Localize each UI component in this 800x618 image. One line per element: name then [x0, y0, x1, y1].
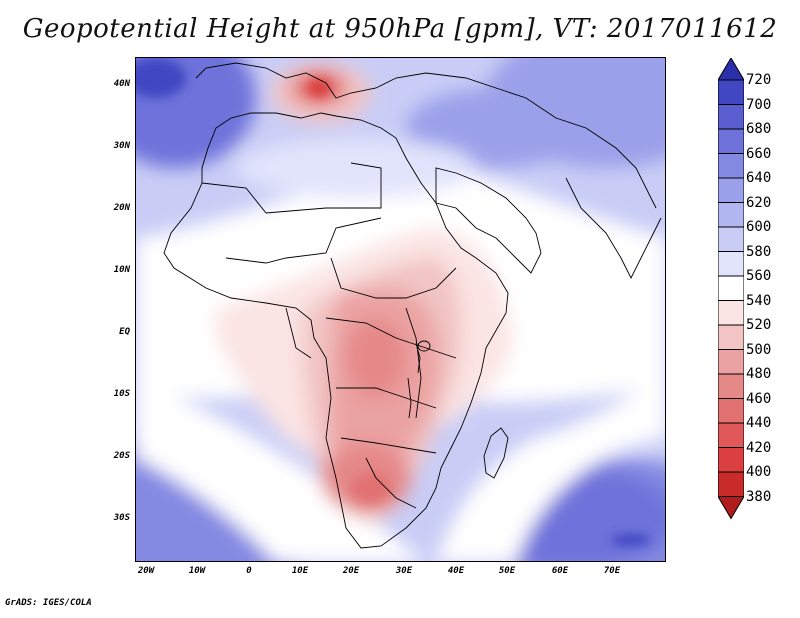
colorbar-label: 700: [746, 96, 772, 113]
x-axis-label: 20W: [137, 566, 155, 576]
colorbar-label: 680: [746, 121, 772, 137]
colorbar-bottom-arrow: [718, 496, 744, 520]
colorbar-segment: [718, 300, 744, 326]
colorbar-label: 580: [746, 243, 772, 260]
colorbar-segment: [718, 398, 744, 424]
colorbar-label: 600: [746, 219, 772, 235]
colorbar-label: 720: [746, 72, 772, 88]
colorbar-segment: [718, 447, 744, 473]
colorbar-segment: [718, 226, 744, 252]
colorbar-segment: [718, 349, 744, 375]
x-axis-label: 30E: [395, 566, 413, 576]
x-axis-label: 20E: [342, 566, 360, 576]
x-axis-label: 70E: [603, 566, 621, 576]
colorbar-label: 460: [746, 390, 772, 407]
x-axis-label: 10W: [188, 566, 206, 576]
colorbar-segment: [718, 104, 744, 130]
chart-title: Geopotential Height at 950hPa [gpm], VT:…: [22, 14, 778, 44]
colorbar-segment: [718, 202, 744, 228]
colorbar-label: 400: [746, 464, 772, 480]
colorbar-segment: [718, 79, 744, 105]
x-axis-label: 0: [246, 566, 252, 576]
y-axis-label: 40N: [113, 79, 130, 89]
colorbar-segment: [718, 471, 744, 497]
colorbar-segment: [718, 324, 744, 350]
colorbar-label: 660: [746, 145, 772, 162]
colorbar: [718, 58, 744, 520]
credit-text: GrADS: IGES/COLA: [5, 598, 92, 608]
colorbar-label: 500: [746, 341, 772, 358]
colorbar-label: 420: [746, 439, 772, 456]
x-axis-label: 60E: [551, 566, 569, 576]
y-axis-label: EQ: [119, 327, 130, 337]
colorbar-segment: [718, 153, 744, 179]
colorbar-label: 540: [746, 292, 772, 309]
colorbar-label: 560: [746, 268, 772, 284]
y-axis-label: 30N: [113, 141, 130, 151]
colorbar-top-arrow: [718, 58, 744, 81]
colorbar-segment: [718, 422, 744, 448]
colorbar-label: 380: [746, 488, 772, 505]
y-axis-label: 10S: [113, 389, 130, 399]
x-axis-label: 10E: [291, 566, 309, 576]
y-axis-label: 20N: [113, 203, 130, 213]
colorbar-segment: [718, 251, 744, 277]
colorbar-label: 440: [746, 415, 772, 431]
y-axis-label: 30S: [113, 513, 130, 523]
x-axis-label: 50E: [498, 566, 516, 576]
x-axis-label: 40E: [447, 566, 465, 576]
y-axis-label: 20S: [113, 451, 130, 461]
colorbar-segment: [718, 177, 744, 203]
colorbar-label: 480: [746, 366, 772, 382]
colorbar-label: 520: [746, 317, 772, 333]
colorbar-segment: [718, 275, 744, 301]
colorbar-label: 640: [746, 170, 772, 186]
geopotential-height-map: [136, 58, 665, 561]
coastlines: [163, 62, 662, 549]
colorbar-label: 620: [746, 194, 772, 211]
lakes: [407, 340, 431, 419]
y-axis-label: 10N: [113, 265, 130, 275]
map-panel: [135, 57, 666, 562]
colorbar-segment: [718, 373, 744, 399]
colorbar-segment: [718, 128, 744, 154]
